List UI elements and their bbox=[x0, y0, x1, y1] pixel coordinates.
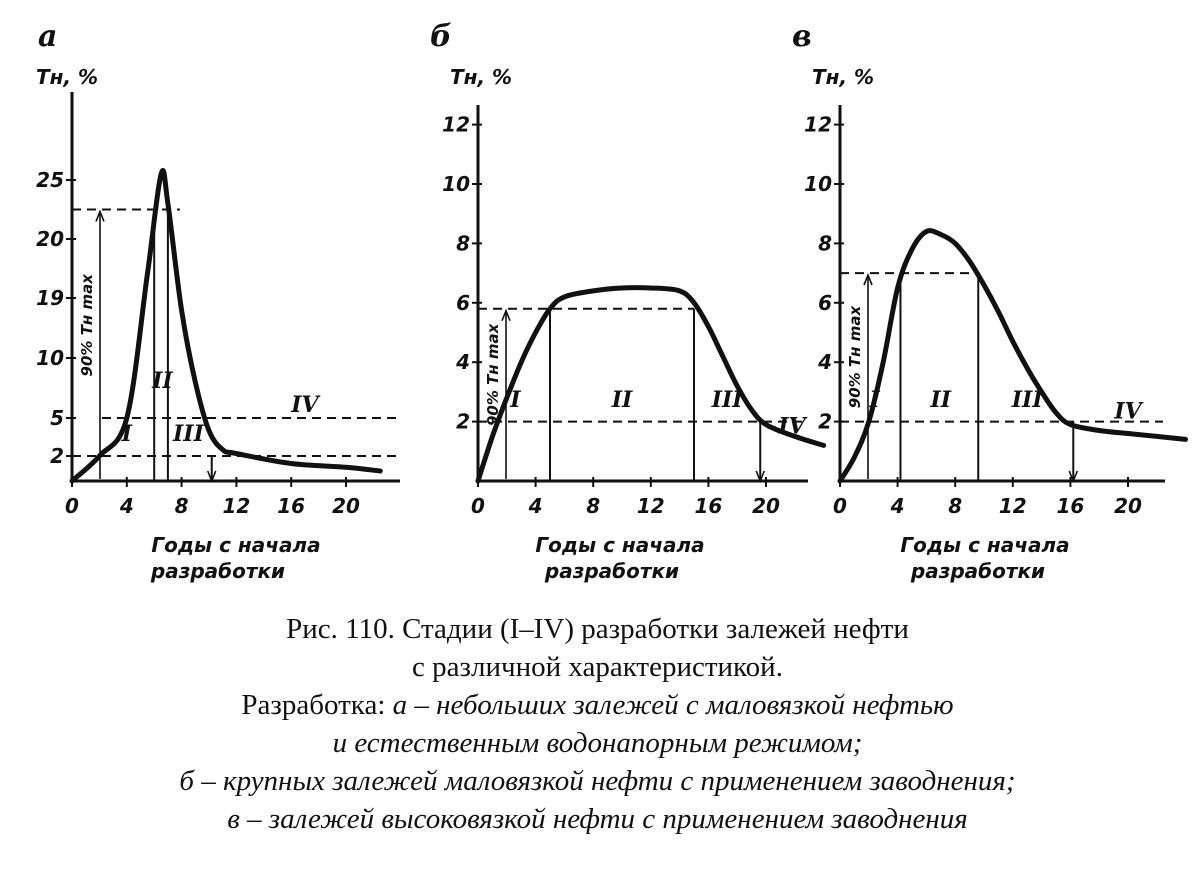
y-tick-label: 10 bbox=[442, 172, 470, 196]
annotation-90-percent: 90% Tн max bbox=[484, 322, 502, 426]
stage-label-IV: IV bbox=[290, 392, 320, 418]
annotation-90-percent: 90% Tн max bbox=[78, 273, 96, 377]
caption-line-4: и естественным водонапорным режимом; bbox=[332, 727, 863, 759]
x-tick-label: 16 bbox=[277, 494, 305, 518]
y-tick-label: 2 bbox=[818, 410, 832, 434]
y-tick-label: 6 bbox=[456, 291, 470, 315]
x-tick-label: 4 bbox=[890, 494, 905, 518]
arrow-head-down bbox=[1068, 470, 1079, 484]
stage-label-IV: IV bbox=[1113, 399, 1143, 425]
stage-label-I: I bbox=[509, 387, 521, 413]
y-tick-label: 6 bbox=[818, 291, 832, 315]
y-tick-label: 12 bbox=[804, 113, 832, 137]
panel-letter: б bbox=[430, 19, 452, 54]
x-tick-label: 20 bbox=[752, 494, 780, 518]
y-tick-label: 8 bbox=[456, 231, 470, 255]
caption-line-3-italic: а – небольших залежей с маловязкой нефть… bbox=[392, 689, 954, 721]
arrow-head-down bbox=[755, 470, 765, 484]
x-tick-label: 0 bbox=[471, 494, 485, 518]
y-axis-label: Tн, % bbox=[450, 65, 512, 89]
x-tick-label: 20 bbox=[332, 494, 360, 518]
y-tick-label: 2 bbox=[456, 410, 470, 434]
arrow-head-up bbox=[501, 308, 511, 322]
x-tick-label: 8 bbox=[175, 494, 189, 518]
caption-line-5: б – крупных залежей маловязкой нефти с п… bbox=[179, 765, 1016, 797]
arrow-head-up bbox=[863, 272, 873, 286]
x-tick-label: 8 bbox=[948, 494, 962, 518]
x-axis-label-line-1: Годы с начала bbox=[535, 533, 704, 557]
y-tick-label: 25 bbox=[36, 168, 64, 192]
panel-letter: а bbox=[38, 19, 57, 54]
data-curve bbox=[69, 168, 383, 484]
caption-line-3: Разработка: а – небольших залежей с мало… bbox=[0, 686, 1195, 724]
x-tick-label: 0 bbox=[65, 494, 79, 518]
x-axis-label-line-1: Годы с начала bbox=[151, 533, 320, 557]
x-tick-label: 8 bbox=[586, 494, 600, 518]
y-tick-label: 2 bbox=[50, 444, 64, 468]
annotation-90-percent: 90% Tн max bbox=[846, 305, 864, 409]
x-tick-label: 12 bbox=[637, 494, 665, 518]
y-tick-label: 19 bbox=[36, 286, 64, 310]
caption-line-1: Рис. 110. Стадии (I–IV) разработки залеж… bbox=[286, 613, 909, 645]
y-axis-label: Tн, % bbox=[812, 65, 874, 89]
y-tick-label: 10 bbox=[804, 172, 832, 196]
caption-line-2: с различной характеристикой. bbox=[412, 651, 783, 683]
data-curve bbox=[475, 285, 827, 484]
x-tick-label: 20 bbox=[1114, 494, 1142, 518]
x-axis-label-line-2: разработки bbox=[544, 559, 679, 583]
x-tick-label: 12 bbox=[222, 494, 250, 518]
y-tick-label: 10 bbox=[36, 346, 64, 370]
stage-label-II: II bbox=[930, 387, 952, 413]
x-tick-label: 4 bbox=[528, 494, 543, 518]
y-tick-label: 5 bbox=[50, 406, 64, 430]
figure-caption: Рис. 110. Стадии (I–IV) разработки залеж… bbox=[0, 610, 1195, 838]
y-tick-label: 4 bbox=[817, 350, 832, 374]
arrow-head-down bbox=[206, 470, 217, 484]
x-tick-label: 16 bbox=[1056, 494, 1084, 518]
caption-line-6: в – залежей высоковязкой нефти с примене… bbox=[227, 803, 968, 835]
panel-letter: в bbox=[792, 19, 812, 54]
arrow-head-up bbox=[95, 209, 105, 222]
stage-label-III: III bbox=[711, 387, 744, 413]
stage-label-I: I bbox=[868, 387, 880, 413]
stage-label-II: II bbox=[611, 387, 633, 413]
data-curve bbox=[837, 228, 1189, 484]
chart-panel-2: б Tн, % 2 4 6 8 10 12 0 4 8 12 16 20 Годы с началаразр… bbox=[430, 19, 827, 583]
stage-label-II: II bbox=[151, 368, 173, 394]
x-tick-label: 16 bbox=[694, 494, 722, 518]
x-axis-label-line-2: разработки bbox=[150, 559, 285, 583]
stage-label-III: III bbox=[172, 421, 205, 447]
stage-label-III: III bbox=[1011, 387, 1044, 413]
x-axis-label-line-1: Годы с начала bbox=[900, 533, 1069, 557]
y-tick-label: 4 bbox=[455, 350, 470, 374]
x-tick-label: 0 bbox=[833, 494, 847, 518]
y-tick-label: 20 bbox=[36, 227, 64, 251]
y-axis-label: Tн, % bbox=[36, 65, 98, 89]
x-axis-label-line-2: разработки bbox=[910, 559, 1045, 583]
x-tick-label: 12 bbox=[999, 494, 1027, 518]
caption-line-3-prefix: Разработка: bbox=[241, 689, 393, 721]
y-tick-label: 8 bbox=[818, 231, 832, 255]
chart-panel-3: вTн, % 2 4 6 8 10 12 0 4 8 12 16 20 Годы с началаразр… bbox=[792, 19, 1189, 583]
x-tick-label: 4 bbox=[119, 494, 134, 518]
y-tick-label: 12 bbox=[442, 113, 470, 137]
stage-label-I: I bbox=[121, 421, 133, 447]
stage-label-IV: IV bbox=[777, 413, 807, 439]
